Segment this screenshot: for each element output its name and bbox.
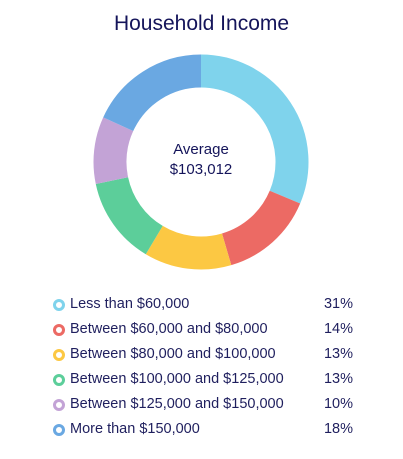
- legend-value: 18%: [323, 421, 353, 437]
- donut-slice-1: [200, 54, 309, 204]
- donut-slices: [93, 54, 309, 270]
- legend-value: 13%: [323, 346, 353, 362]
- legend-swatch-icon: [53, 374, 65, 386]
- legend-item: Between $100,000 and $125,000 13%: [53, 370, 353, 395]
- legend-label: Between $80,000 and $100,000: [70, 346, 276, 362]
- legend-item: Between $60,000 and $80,000 14%: [53, 320, 353, 345]
- legend-value: 31%: [323, 296, 353, 312]
- legend-label: Between $100,000 and $125,000: [70, 371, 284, 387]
- donut-slice-3: [145, 225, 232, 270]
- legend-swatch-icon: [53, 399, 65, 411]
- donut-slice-2: [221, 190, 301, 266]
- center-value: $103,012: [169, 161, 233, 178]
- legend-item: Between $125,000 and $150,000 10%: [53, 395, 353, 420]
- legend-label: Between $60,000 and $80,000: [70, 321, 268, 337]
- legend: Less than $60,000 31% Between $60,000 and …: [53, 295, 353, 445]
- legend-item: Between $80,000 and $100,000 13%: [53, 345, 353, 370]
- donut-slice-6: [103, 54, 202, 132]
- legend-item: More than $150,000 18%: [53, 420, 353, 445]
- donut-slice-5: [93, 117, 134, 185]
- legend-swatch-icon: [53, 424, 65, 436]
- legend-label: Less than $60,000: [70, 296, 190, 312]
- legend-value: 13%: [323, 371, 353, 387]
- legend-swatch-icon: [53, 324, 65, 336]
- center-label: Average: [173, 141, 229, 158]
- legend-label: Between $125,000 and $150,000: [70, 396, 284, 412]
- legend-value: 10%: [323, 396, 353, 412]
- legend-swatch-icon: [53, 299, 65, 311]
- legend-item: Less than $60,000 31%: [53, 295, 353, 320]
- legend-swatch-icon: [53, 349, 65, 361]
- legend-value: 14%: [323, 321, 353, 337]
- donut-center: Average $103,012: [126, 140, 276, 180]
- donut-slice-4: [95, 176, 164, 255]
- legend-label: More than $150,000: [70, 421, 200, 437]
- chart-title: Household Income: [113, 12, 290, 35]
